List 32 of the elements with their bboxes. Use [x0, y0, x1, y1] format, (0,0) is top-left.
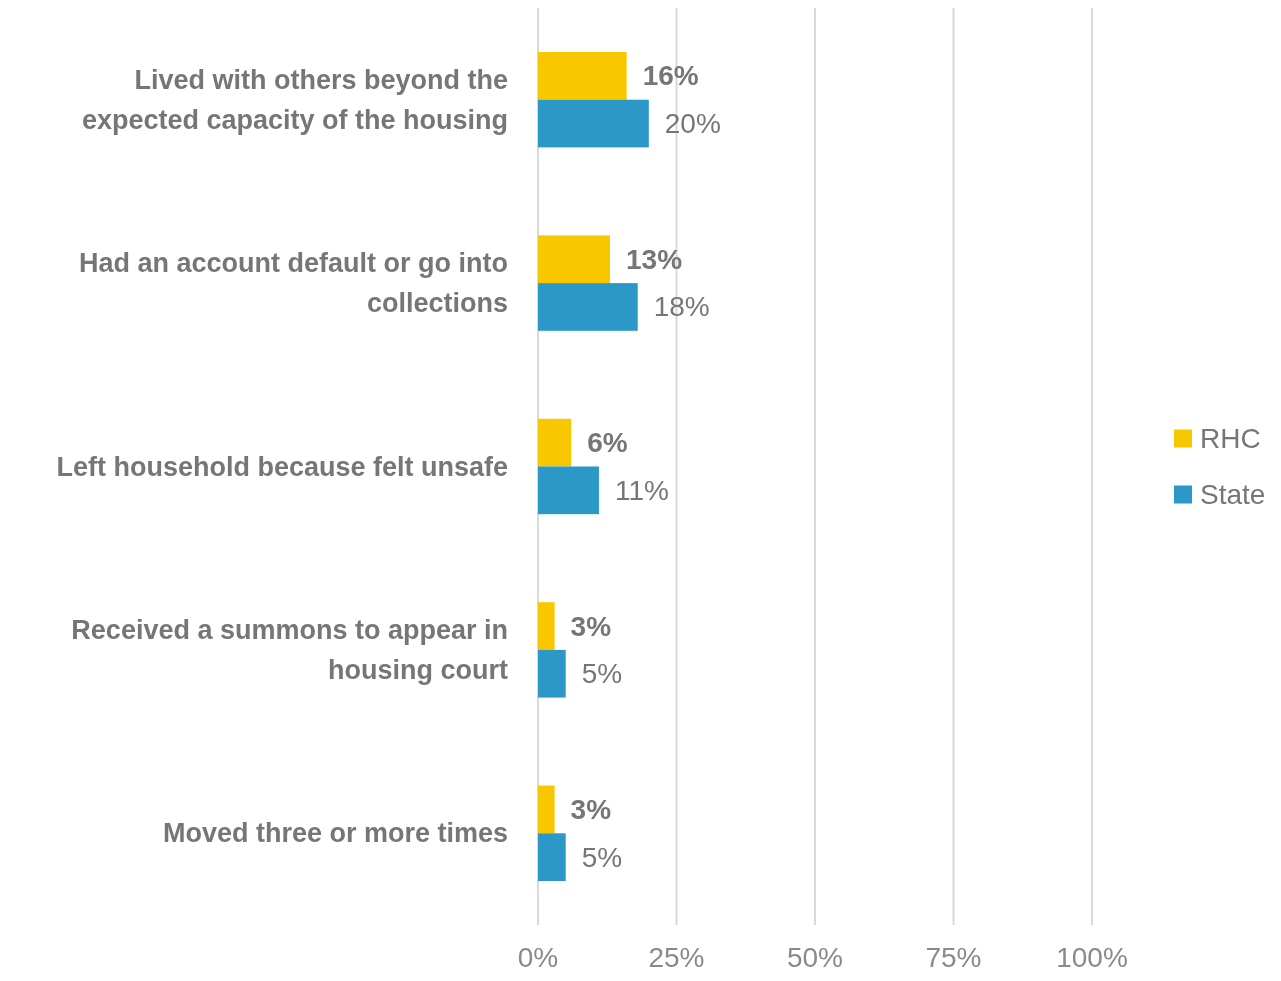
bar	[538, 283, 638, 331]
y-tick-label: Had an account default or go into collections	[78, 248, 508, 319]
legend-label: RHC	[1200, 423, 1261, 454]
y-tick-label: Left household because felt unsafe	[56, 451, 508, 482]
data-label: 11%	[614, 474, 669, 506]
y-tick-label: Received a summons to appear in housing court	[71, 614, 509, 685]
x-tick-label: 100%	[1056, 942, 1128, 973]
data-label: 13%	[626, 243, 683, 275]
data-label: 5%	[581, 658, 623, 690]
x-tick-label: 25%	[648, 942, 705, 973]
bar	[538, 99, 649, 148]
legend-label: State	[1200, 479, 1266, 510]
y-tick-label: Moved three or more times	[162, 818, 508, 849]
data-label: 20%	[664, 108, 721, 140]
x-tick-label: 50%	[786, 942, 844, 973]
x-tick-label: 0%	[517, 942, 559, 973]
y-tick-label: Lived with others beyond the expected capacity of the housing	[81, 64, 508, 135]
data-label: 3%	[570, 793, 612, 825]
bar	[538, 649, 566, 698]
data-label: 6%	[587, 427, 628, 459]
x-tick-label: 75%	[925, 942, 982, 973]
data-label: 16%	[642, 60, 699, 92]
data-label: 18%	[653, 291, 710, 323]
bar	[538, 466, 599, 515]
bar	[538, 602, 555, 650]
bar	[538, 235, 611, 284]
bar	[538, 833, 566, 881]
bar	[538, 785, 555, 834]
data-label: 3%	[570, 610, 612, 642]
bar	[538, 52, 627, 100]
bar	[538, 418, 572, 467]
data-label: 5%	[581, 841, 623, 873]
